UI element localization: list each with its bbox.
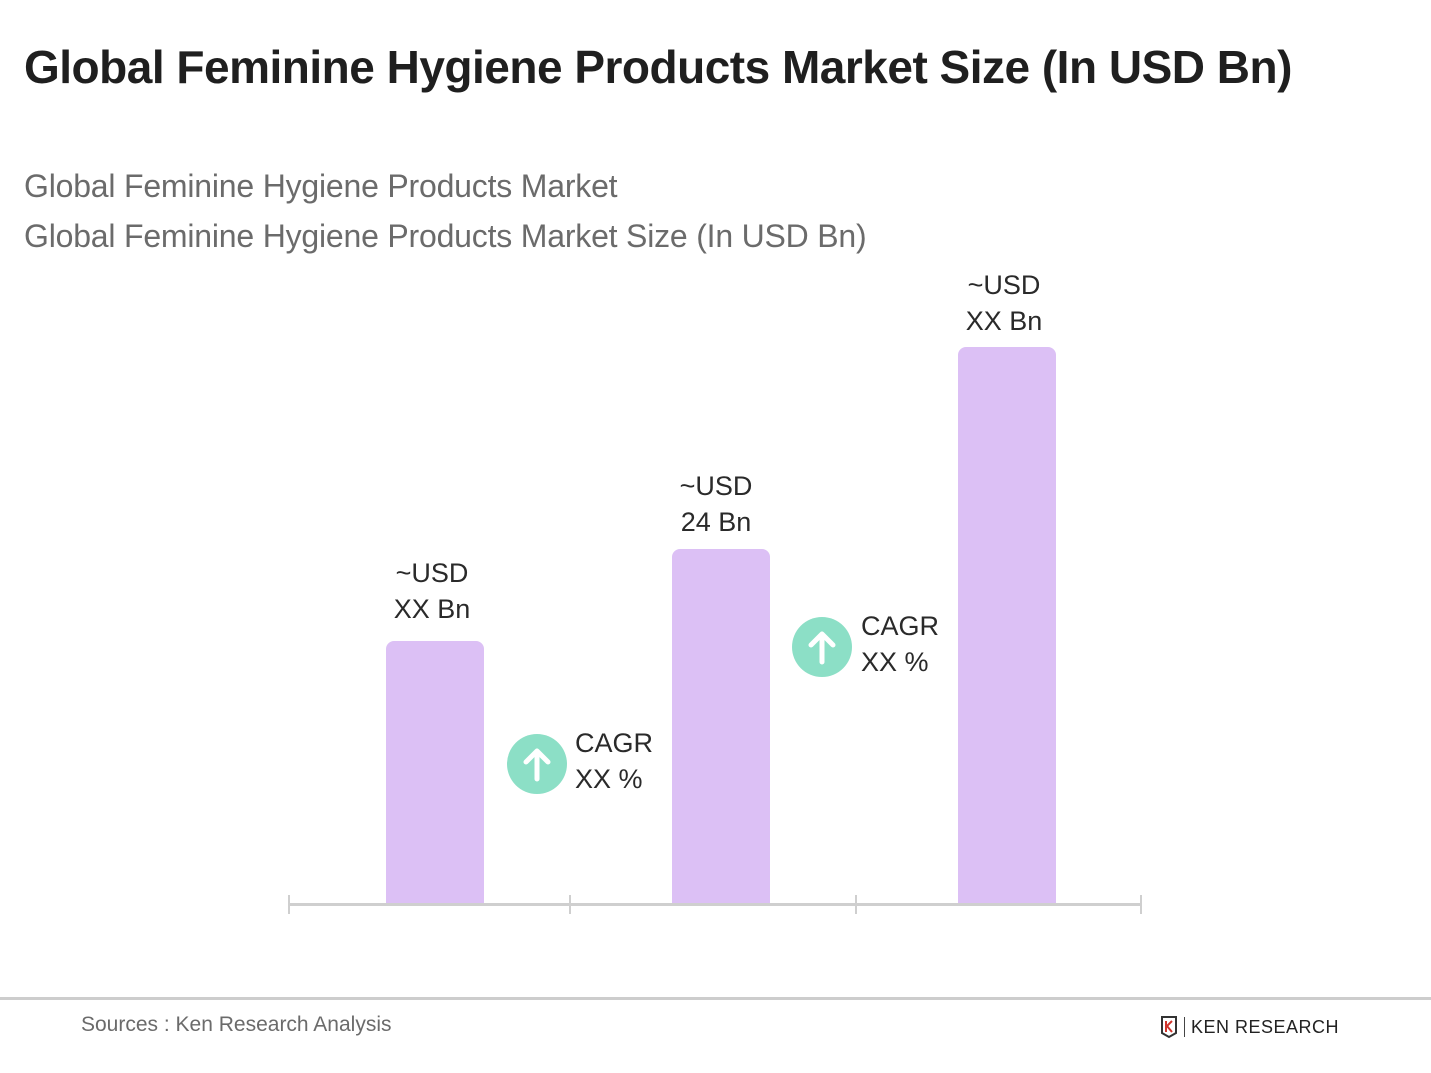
- logo-separator: [1184, 1017, 1185, 1037]
- bar-label-line2: XX Bn: [393, 594, 471, 624]
- chart-subtitle: Global Feminine Hygiene Products Market: [24, 168, 618, 204]
- bar-value-label: ~USD XX Bn: [944, 267, 1064, 339]
- logo-text: KEN RESEARCH: [1191, 1016, 1340, 1037]
- cagr-text: CAGR XX %: [861, 608, 939, 680]
- cagr-badge: [792, 617, 852, 677]
- source-note: Sources : Ken Research Analysis: [81, 1013, 392, 1036]
- bar-2: [672, 549, 770, 904]
- arrow-up-icon: [523, 748, 551, 782]
- axis-tick: [288, 895, 290, 914]
- ken-research-logo: KEN RESEARCH: [1160, 1015, 1339, 1039]
- bar-label-line2: 24 Bn: [680, 507, 752, 537]
- axis-tick: [569, 895, 571, 914]
- chart-title: Global Feminine Hygiene Products Market …: [24, 41, 1292, 93]
- bar-value-label: ~USD 24 Bn: [656, 468, 776, 540]
- x-axis: [288, 903, 1142, 906]
- cagr-value: XX %: [575, 764, 643, 794]
- axis-tick: [1140, 895, 1142, 914]
- bar-value-label: ~USD XX Bn: [372, 555, 492, 627]
- bar-label-line1: ~USD: [967, 270, 1041, 300]
- ken-research-logo-icon: [1161, 1016, 1177, 1039]
- cagr-value: XX %: [861, 647, 929, 677]
- chart-subtitle-2: Global Feminine Hygiene Products Market …: [24, 218, 867, 254]
- cagr-badge: [507, 734, 567, 794]
- cagr-label: CAGR: [575, 728, 654, 758]
- arrow-up-icon: [808, 631, 836, 665]
- cagr-text: CAGR XX %: [575, 725, 653, 797]
- bar-3: [958, 347, 1056, 904]
- bar-label-line2: XX Bn: [965, 306, 1043, 336]
- footer-divider: [0, 997, 1431, 1000]
- bar-label-line1: ~USD: [679, 471, 753, 501]
- bar-1: [386, 641, 484, 904]
- axis-tick: [855, 895, 857, 914]
- bar-label-line1: ~USD: [395, 558, 469, 588]
- cagr-label: CAGR: [861, 611, 940, 641]
